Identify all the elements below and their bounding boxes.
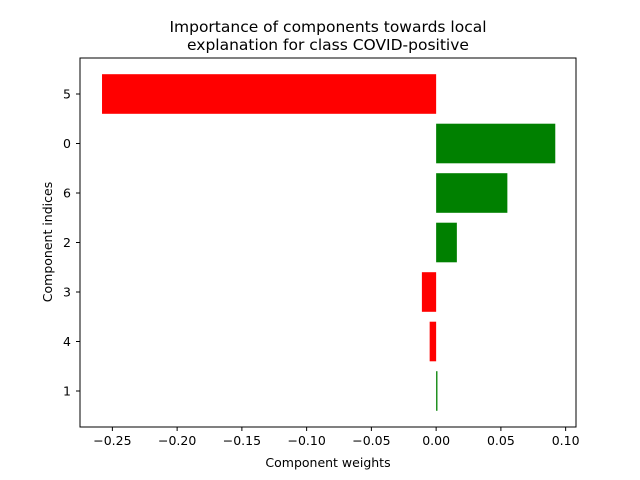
bar-component-1 [436,371,438,411]
y-tick-label: 4 [63,334,71,349]
x-tick-label: 0.00 [422,433,450,448]
x-tick-label: −0.20 [158,433,196,448]
bar-component-3 [421,272,437,312]
bar-component-0 [436,123,556,164]
x-tick-label: −0.25 [93,433,131,448]
x-axis-label: Component weights [265,455,390,470]
y-tick-label: 1 [63,384,71,399]
chart-title-line-2: explanation for class COVID-positive [187,36,469,54]
x-tick-label: 0.10 [552,433,580,448]
bar-component-6 [436,173,508,213]
plot-frame [79,57,577,428]
bar-component-5 [102,74,437,114]
y-tick-label: 5 [63,87,71,102]
x-ticks-group: −0.25 −0.20 −0.15 −0.10 −0.05 0.00 0.05 0.10 [93,427,580,448]
x-tick-label: −0.10 [287,433,325,448]
bar-component-2 [436,222,457,263]
bars-group [102,74,556,411]
y-axis-label: Component indices [40,182,55,302]
y-tick-label: 0 [63,136,71,151]
x-tick-label: −0.05 [352,433,390,448]
y-tick-label: 2 [63,235,71,250]
y-ticks-group: 5 0 6 2 3 4 1 [63,87,80,399]
y-tick-label: 6 [63,186,71,201]
chart-title-line-1: Importance of components towards local [169,18,486,36]
x-tick-label: −0.15 [223,433,261,448]
y-tick-label: 3 [63,285,71,300]
x-tick-label: 0.05 [487,433,515,448]
bar-component-4 [429,321,437,362]
